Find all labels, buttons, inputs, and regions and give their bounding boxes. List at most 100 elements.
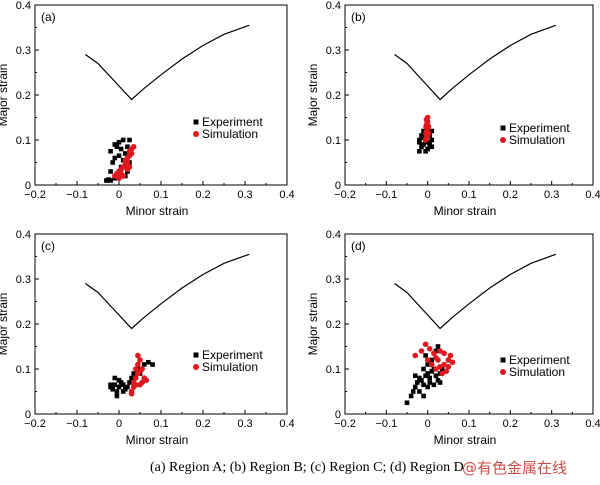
y-tick-label: 0 [25, 180, 31, 192]
experiment-point [435, 344, 441, 349]
x-tick-label: 0 [116, 189, 122, 201]
legend-experiment-marker [500, 357, 506, 363]
legend-experiment-marker [193, 352, 199, 358]
y-tick-label: 0.4 [326, 0, 341, 12]
simulation-point [130, 143, 137, 150]
experiment-point [120, 382, 126, 388]
experiment-point [110, 386, 115, 392]
x-tick-label: −0.2 [334, 189, 356, 201]
legend-simulation-label: Simulation [509, 365, 565, 379]
panel-label: (d) [351, 239, 366, 253]
experiment-point [423, 148, 428, 154]
x-tick-label: 0.2 [503, 418, 518, 430]
experiment-point [120, 137, 126, 143]
simulation-point [433, 354, 439, 361]
experiment-point [437, 380, 443, 385]
chart-panel-1: −0.2 −0.1 0 0.1 0.2 0.3 0.4 0 0.1 0.2 0.3 0.4 Minor … [0, 0, 295, 218]
simulation-point [133, 381, 139, 388]
legend-simulation-label: Simulation [509, 133, 565, 147]
simulation-point [445, 363, 452, 370]
y-tick-label: 0.1 [326, 364, 341, 376]
experiment-point [123, 151, 128, 156]
experiment-point [404, 400, 410, 406]
simulation-point [431, 350, 437, 357]
x-tick-label: 0.1 [153, 418, 168, 430]
experiment-point [415, 380, 420, 385]
experiment-point [417, 389, 422, 394]
watermark: @有色金属在线 [462, 459, 568, 477]
experiment-point [429, 144, 435, 150]
chart-panel-3: −0.2 −0.1 0 0.1 0.2 0.3 0.4 0 0.1 0.2 0.3 0.4 Minor … [0, 229, 295, 447]
y-tick-label: 0.2 [326, 319, 341, 331]
experiment-point [408, 393, 414, 399]
y-tick-label: 0.4 [16, 0, 31, 12]
experiment-point [419, 377, 424, 383]
simulation-point [418, 348, 425, 354]
y-tick-label: 0.3 [16, 274, 31, 286]
legend-experiment-marker [500, 125, 506, 131]
x-axis-label: Minor strain [126, 433, 189, 447]
x-tick-label: 0.1 [153, 189, 168, 201]
plot-frame [34, 4, 288, 186]
experiment-point [410, 389, 416, 394]
plot-frame [344, 4, 594, 186]
experiment-point [417, 139, 422, 145]
legend-simulation-label: Simulation [202, 360, 258, 374]
experiment-point [110, 160, 115, 165]
experiment-point [421, 142, 426, 147]
experiment-point [116, 153, 122, 159]
simulation-point [424, 357, 431, 363]
caption-text: (a) Region A; (b) Region B; (c) Region C… [150, 460, 464, 475]
legend-simulation-marker [500, 137, 506, 143]
x-tick-label: 0.4 [585, 189, 600, 201]
simulation-point [139, 366, 145, 372]
x-tick-label: 0.3 [544, 189, 559, 201]
y-tick-label: 0.3 [326, 274, 341, 286]
legend-simulation-marker [193, 131, 199, 137]
panel-label: (c) [41, 239, 55, 253]
experiment-point [427, 375, 433, 381]
simulation-point [447, 352, 454, 359]
x-tick-label: −0.1 [375, 189, 397, 201]
experiment-point [114, 393, 120, 399]
simulation-point [424, 114, 431, 121]
x-tick-label: 0.2 [195, 189, 210, 201]
y-tick-label: 0.1 [16, 135, 31, 147]
x-tick-label: −0.2 [24, 418, 46, 430]
simulation-point [135, 361, 141, 368]
y-tick-label: 0.3 [16, 45, 31, 57]
x-axis-label: Minor strain [126, 204, 189, 218]
panel-label: (b) [351, 10, 366, 24]
experiment-point [116, 139, 122, 145]
y-tick-label: 0.4 [326, 229, 341, 241]
experiment-point [112, 375, 118, 381]
y-axis-label: Major strain [0, 293, 10, 356]
forming-limit-curve [85, 253, 250, 330]
x-tick-label: −0.2 [334, 418, 356, 430]
simulation-point [443, 368, 450, 375]
experiment-point [425, 371, 430, 376]
x-tick-label: 0.4 [585, 418, 600, 430]
x-tick-label: −0.1 [66, 189, 88, 201]
simulation-point [433, 366, 439, 372]
x-tick-label: 0.3 [237, 418, 252, 430]
experiment-point [116, 377, 122, 383]
simulation-point [412, 352, 419, 359]
x-tick-label: 0.1 [461, 189, 476, 201]
x-tick-label: 0 [116, 418, 122, 430]
experiment-point [417, 148, 422, 154]
simulation-point [437, 348, 443, 354]
x-tick-label: 0.1 [461, 418, 476, 430]
legend-experiment-label: Experiment [202, 348, 263, 362]
experiment-point [125, 384, 130, 390]
simulation-point [429, 361, 435, 368]
simulation-point [422, 341, 429, 348]
figure-caption: (a) Region A; (b) Region B; (c) Region C… [0, 458, 600, 480]
simulation-point [118, 170, 124, 177]
y-tick-label: 0.4 [16, 229, 31, 241]
x-tick-label: 0.2 [503, 189, 518, 201]
simulation-point [426, 345, 433, 352]
experiment-point [439, 366, 445, 372]
y-tick-label: 0.3 [326, 45, 341, 57]
experiment-point [433, 373, 439, 379]
